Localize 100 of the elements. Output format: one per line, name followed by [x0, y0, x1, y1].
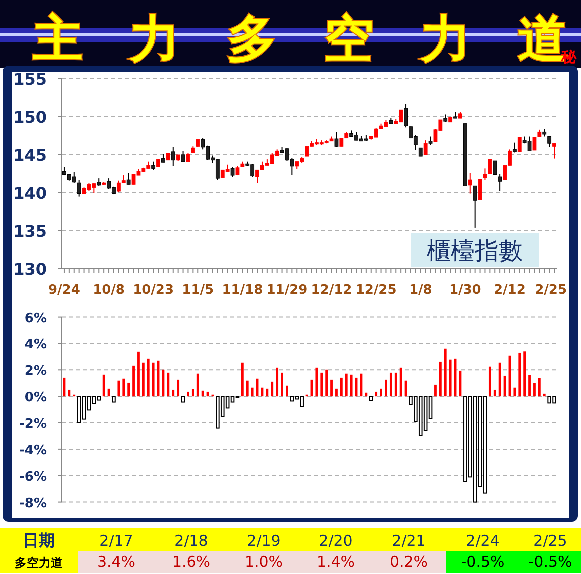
bar: [286, 386, 288, 397]
y-tick-label: 0%: [24, 390, 47, 406]
y-tick-label: 6%: [24, 311, 47, 326]
bar: [380, 388, 382, 397]
x-tick-label: 12/12: [311, 283, 352, 298]
bar: [266, 388, 269, 397]
bar: [434, 384, 437, 397]
y-tick-label: 145: [14, 146, 47, 165]
bar: [494, 390, 496, 397]
bar: [281, 372, 284, 397]
bar: [177, 380, 180, 397]
data-label: -0.5%: [528, 553, 572, 571]
y-tick-label: 2%: [24, 364, 47, 380]
bar: [142, 362, 145, 397]
bar: [400, 368, 402, 397]
data-label: -0.5%: [461, 553, 505, 571]
bar: [390, 372, 392, 397]
category-label: 2/20: [319, 532, 353, 550]
bar: [340, 378, 343, 397]
x-tick-label: 2/25: [535, 283, 567, 298]
x-tick-label: 9/24: [48, 283, 80, 298]
bar: [202, 390, 204, 397]
bar: [375, 392, 378, 397]
text: 多空力道: [15, 556, 64, 570]
bar: [196, 374, 200, 397]
bar: [444, 348, 447, 397]
bar: [449, 360, 452, 397]
bar: [336, 388, 338, 397]
category-label: 2/25: [534, 532, 568, 550]
bar: [192, 389, 194, 397]
category-label: 2/18: [174, 532, 208, 550]
bar: [271, 382, 274, 397]
bar: [528, 375, 531, 397]
y-tick-label: -8%: [20, 496, 47, 512]
y-tick-label: -6%: [20, 470, 47, 485]
bar: [385, 380, 388, 397]
bar: [488, 366, 492, 397]
bar: [534, 383, 536, 397]
bar: [152, 362, 155, 397]
bar: [439, 362, 442, 397]
bar: [320, 372, 324, 397]
bar: [246, 380, 249, 397]
bar: [68, 390, 71, 397]
y-tick-label: 140: [14, 184, 47, 203]
x-tick-label: 11/29: [266, 283, 308, 298]
bar: [350, 374, 353, 397]
bar: [276, 368, 279, 397]
bar: [118, 380, 120, 397]
y-tick-label: 4%: [24, 338, 47, 353]
bar: [524, 352, 526, 397]
category-label: 2/19: [247, 532, 281, 550]
bar: [538, 378, 541, 397]
y-tick-label: 130: [14, 260, 47, 279]
bar: [187, 392, 190, 397]
bar: [241, 362, 244, 397]
bar: [326, 370, 328, 397]
x-tick-label: 11/18: [222, 283, 264, 298]
bar: [345, 374, 348, 397]
y-tick-label: 150: [14, 108, 47, 127]
bar: [102, 374, 106, 397]
y-tick-label: 155: [14, 70, 47, 89]
data-label: 3.4%: [97, 553, 136, 571]
x-tick-label: 2/12: [494, 283, 526, 298]
bar: [147, 358, 150, 397]
bar: [122, 378, 126, 397]
bar: [128, 382, 130, 397]
bar: [365, 392, 368, 397]
x-tick-label: 11/5: [182, 283, 214, 298]
bar: [251, 388, 254, 397]
category-label: 2/24: [466, 532, 500, 550]
x-tick-label: 1/8: [409, 283, 432, 298]
bar: [138, 352, 140, 397]
category-label: 2/17: [100, 532, 134, 550]
category-label: 2/21: [392, 532, 426, 550]
annotation: 櫃檯指數: [427, 237, 523, 265]
text: 日期: [23, 531, 55, 550]
bar: [316, 368, 318, 397]
y-tick-label: -2%: [20, 417, 47, 432]
x-tick-label: 10/23: [133, 283, 174, 298]
data-label: 1.4%: [316, 553, 356, 571]
data-label: 1.0%: [244, 553, 284, 571]
bar: [514, 388, 516, 397]
x-tick-label: 10/8: [93, 283, 125, 298]
bar: [132, 366, 135, 397]
data-label: 1.6%: [172, 553, 211, 571]
bar: [167, 372, 170, 397]
bar: [543, 394, 546, 397]
bar: [172, 390, 175, 397]
bar: [498, 362, 502, 397]
bar: [518, 352, 522, 397]
bar: [112, 396, 116, 403]
data-label: 0.2%: [390, 553, 428, 571]
y-tick-label: -4%: [20, 443, 47, 458]
x-tick-label: 1/30: [449, 283, 482, 298]
bar: [369, 396, 374, 402]
bar: [394, 372, 398, 397]
bar: [330, 380, 333, 397]
y-tick-label: 135: [14, 222, 47, 241]
bar: [181, 396, 186, 403]
x-tick-label: 12/25: [356, 283, 397, 298]
